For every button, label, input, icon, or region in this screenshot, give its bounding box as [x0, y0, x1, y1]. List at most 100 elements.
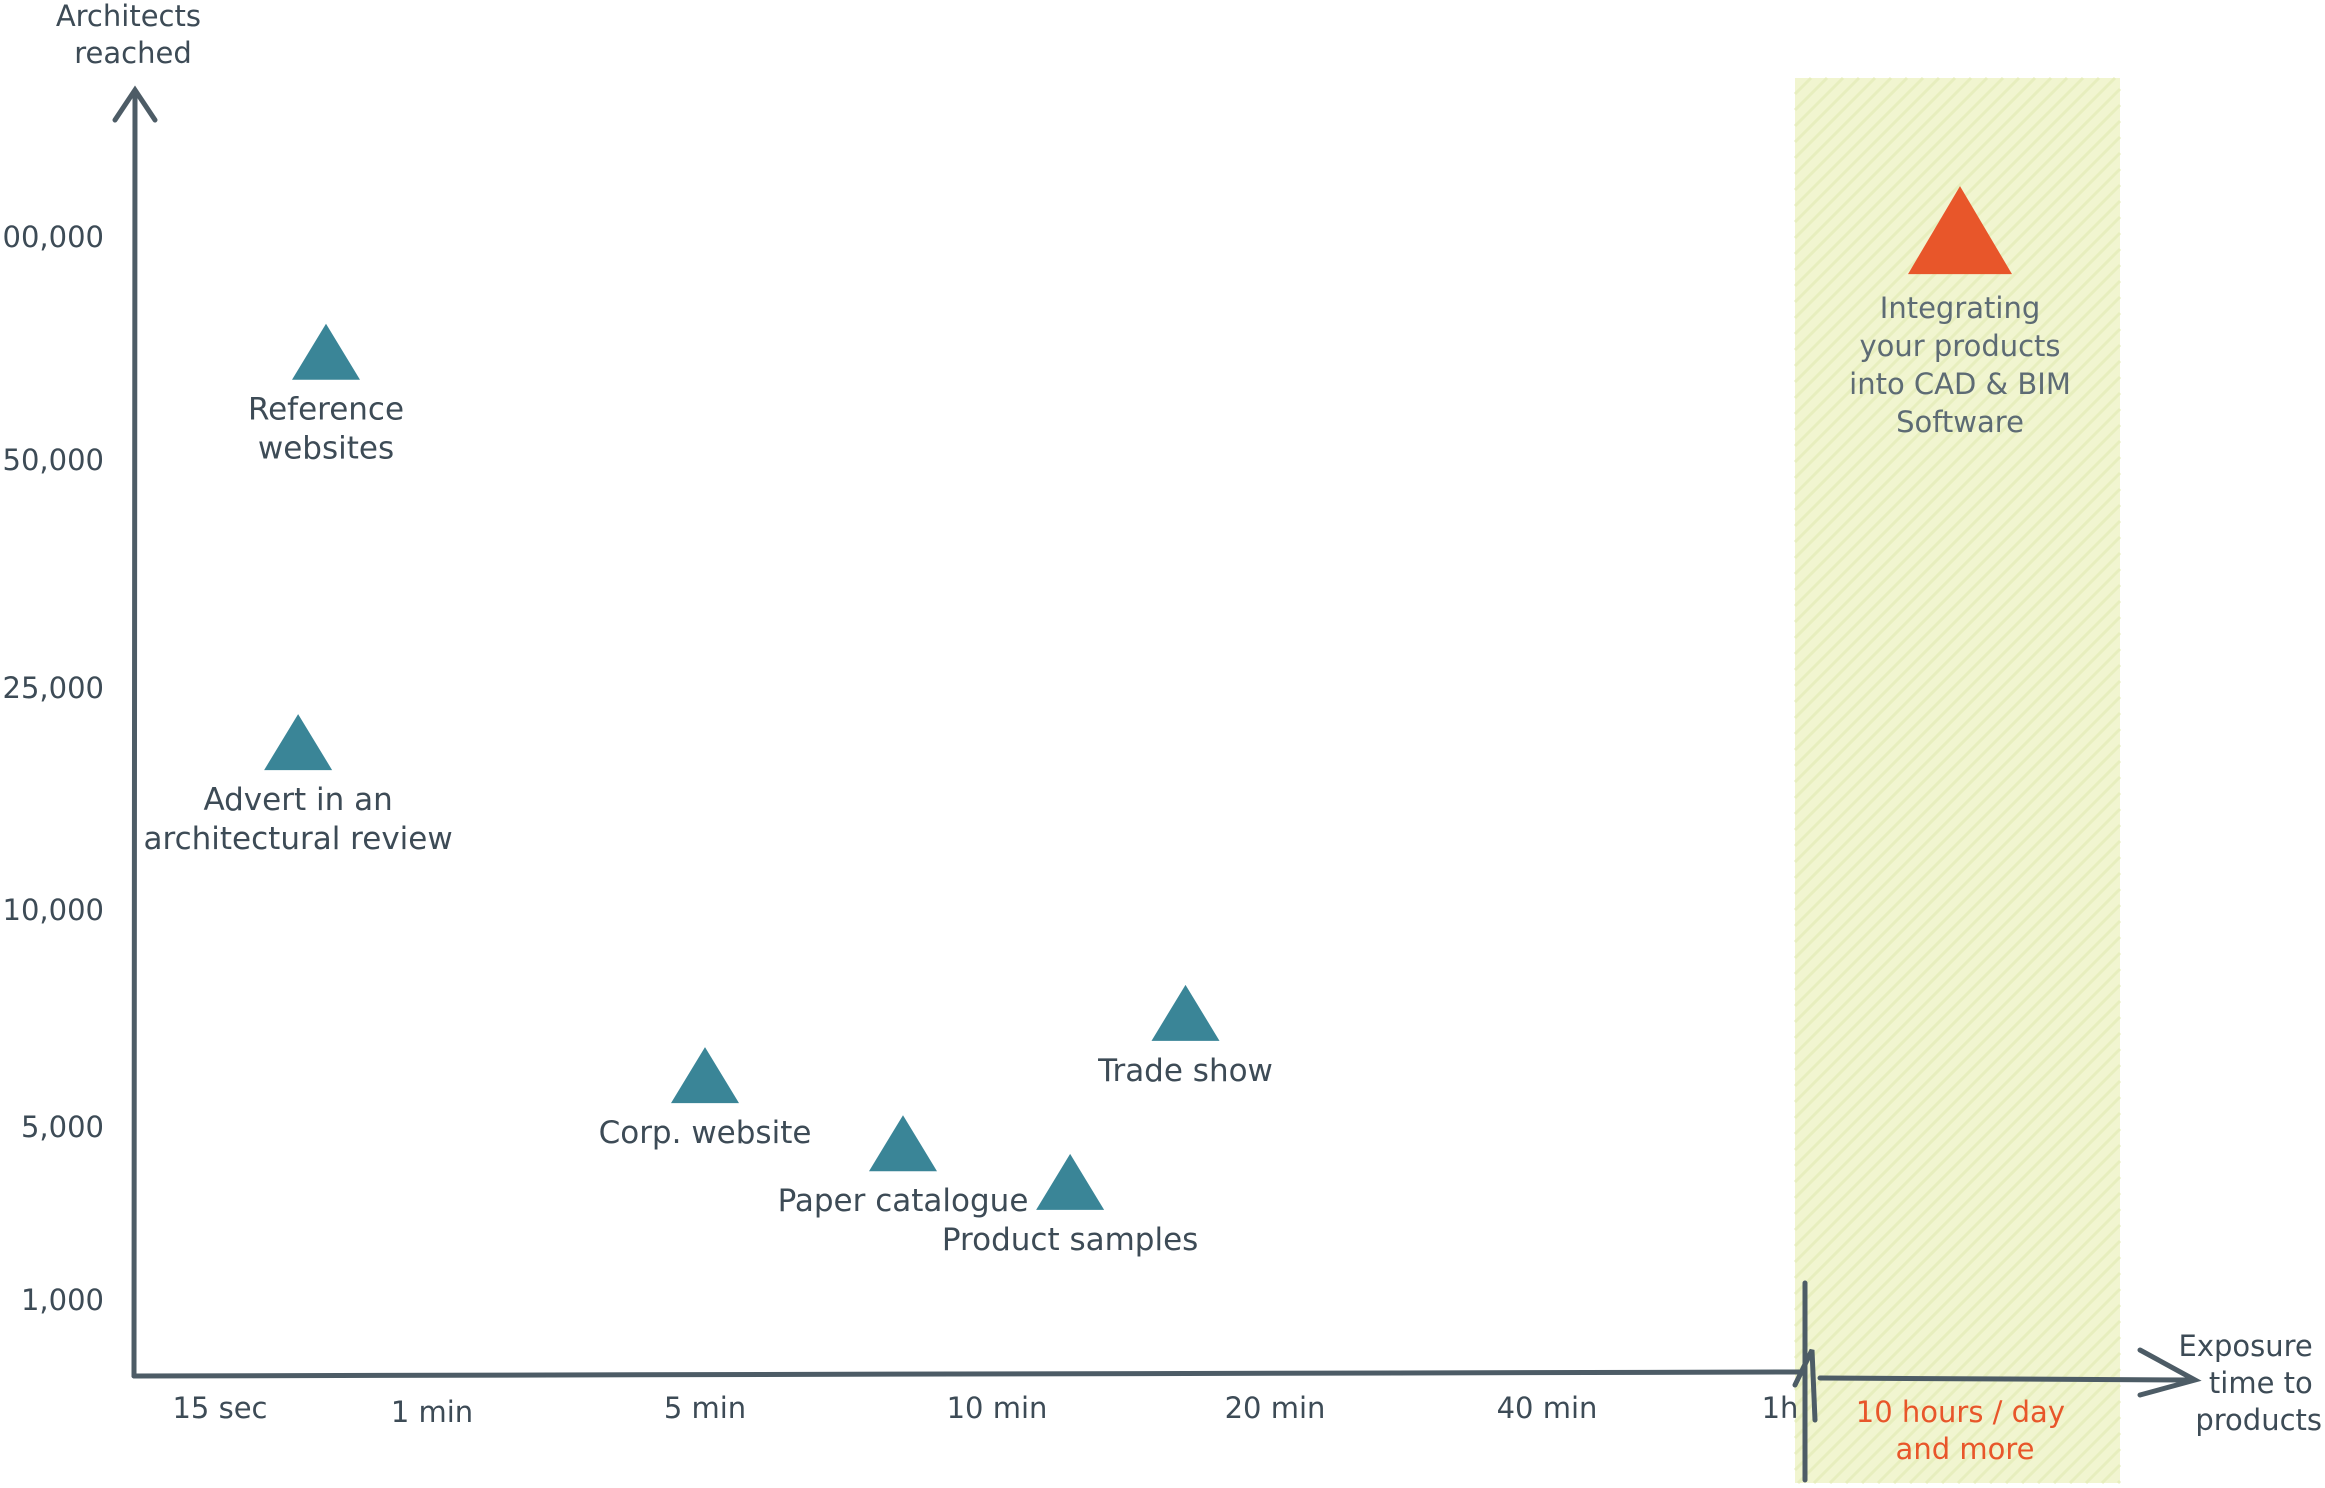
hatch-stroke [1793, 919, 2122, 1248]
data-point: Product samples [942, 1153, 1198, 1258]
hatch-stroke [1796, 1159, 2122, 1485]
hatch-stroke [1793, 935, 2122, 1264]
hatch-stroke [1793, 471, 2122, 800]
hatch-stroke [1793, 679, 2122, 1008]
hatch-stroke [1793, 76, 1909, 192]
highlight-zone-label-line-2: and more [1896, 1432, 2035, 1466]
hatch-stroke [1793, 215, 2122, 544]
hatch-stroke [1793, 887, 2122, 1216]
x-axis-line-right [1817, 1375, 2193, 1383]
x-axis-title-line-2: time to [2209, 1366, 2313, 1400]
x-axis-line [131, 1369, 1803, 1379]
hatch-stroke [1793, 76, 1861, 144]
point-label-line: Product samples [942, 1222, 1198, 1258]
hatch-stroke [1793, 76, 2021, 304]
hatch-stroke [1793, 119, 2122, 448]
hatch-stroke [1956, 1319, 2122, 1485]
x-axis-title-line-3: products [2195, 1403, 2322, 1437]
hatch-stroke [1793, 375, 2122, 704]
x-axis-arrow [2137, 1347, 2202, 1398]
hatch-stroke [1793, 1095, 2122, 1424]
y-axis-arrow [112, 85, 158, 123]
hatch-stroke [1793, 1111, 2122, 1440]
hatch-stroke [2068, 1431, 2122, 1485]
hatch-stroke [1793, 167, 2122, 496]
y-tick-label: 1,000 [21, 1283, 104, 1317]
data-point: Trade show [1097, 984, 1273, 1089]
hatch-stroke [1940, 1303, 2122, 1485]
hatch-stroke [1793, 903, 2122, 1232]
hatch-stroke [1793, 551, 2122, 880]
hatch-stroke [1793, 615, 2122, 944]
x-tick-label: 1 min [391, 1395, 473, 1429]
point-label-line: Trade show [1097, 1053, 1273, 1089]
hatch-stroke [1972, 1335, 2122, 1485]
triangle-marker [264, 714, 333, 771]
point-label-line: Corp. website [599, 1115, 812, 1151]
hatch-stroke [1793, 76, 1845, 128]
y-axis-title-line-1: Architects [56, 0, 201, 33]
highlight-zone-label: 10 hours / day and more [1856, 1395, 2074, 1466]
hatch-stroke [1793, 871, 2122, 1200]
triangle-marker [292, 323, 360, 380]
hatch-stroke [2084, 1447, 2122, 1485]
data-point: Reference websites [248, 323, 404, 467]
x-tick-label: 40 min [1497, 1391, 1598, 1425]
hatch-stroke [1860, 1223, 2122, 1485]
axes [112, 85, 2202, 1483]
hatch-stroke [1793, 967, 2122, 1296]
y-tick-label: 5,000 [21, 1110, 104, 1144]
point-label-line: into CAD & BIM [1849, 367, 2071, 401]
hatch-stroke [1793, 647, 2122, 976]
hatch-stroke [1793, 76, 1925, 208]
x-axis-title: Exposure time to products [2179, 1329, 2322, 1437]
hatch-stroke [1793, 983, 2122, 1312]
y-tick-labels: 100,000 50,000 25,000 10,000 5,000 1,000 [0, 220, 104, 1317]
hatch-stroke [1793, 583, 2122, 912]
triangle-marker [671, 1047, 739, 1104]
x-tick-label: 10 min [947, 1391, 1048, 1425]
hatch-stroke [1793, 951, 2122, 1280]
hatch-stroke [1828, 1191, 2122, 1485]
hatch-stroke [1793, 76, 1973, 256]
hatch-stroke [1793, 295, 2122, 624]
hatch-stroke [1793, 359, 2122, 688]
hatch-stroke [1793, 599, 2122, 928]
hatch-stroke [1793, 1143, 2122, 1472]
hatch-stroke [1793, 76, 1941, 224]
highlight-zone [1793, 76, 2122, 1485]
hatch-stroke [1793, 791, 2122, 1120]
hatch-stroke [1793, 1031, 2122, 1360]
point-label: Corp. website [599, 1115, 812, 1151]
hatch-stroke [1793, 807, 2122, 1136]
x-tick-label: 20 min [1225, 1391, 1326, 1425]
hatch-stroke [1793, 311, 2122, 640]
hatch-stroke [1793, 711, 2122, 1040]
hatch-stroke [1924, 1287, 2122, 1485]
hatch-stroke [1793, 76, 2053, 336]
hatch-stroke [1793, 823, 2122, 1152]
hatch-stroke [1793, 343, 2122, 672]
data-point: Corp. website [599, 1047, 812, 1151]
x-tick-label: 15 sec [172, 1391, 267, 1425]
y-tick-label: 10,000 [3, 893, 104, 927]
hatch-stroke [2020, 1383, 2122, 1485]
hatch-stroke [1793, 76, 1813, 96]
hatch-stroke [2052, 1415, 2122, 1485]
triangle-marker [868, 1115, 937, 1172]
y-tick-label: 100,000 [0, 220, 104, 254]
x-tick-label: 5 min [664, 1391, 746, 1425]
hatch-stroke [1793, 263, 2122, 592]
hatch-stroke [1793, 151, 2122, 480]
hatch-stroke [1793, 759, 2122, 1088]
hatch-stroke [1793, 1063, 2122, 1392]
hatch-stroke [1793, 231, 2122, 560]
x-tick-labels: 15 sec 1 min 5 min 10 min 20 min 40 min … [172, 1391, 1798, 1429]
hatch-stroke [1793, 727, 2122, 1056]
hatch-stroke [1793, 135, 2122, 464]
triangle-marker [1036, 1153, 1105, 1210]
hatch-stroke [1793, 487, 2122, 816]
hatch-stroke [2004, 1367, 2122, 1485]
x-axis-title-line-1: Exposure [2179, 1329, 2313, 1363]
triangle-marker [1151, 984, 1220, 1041]
